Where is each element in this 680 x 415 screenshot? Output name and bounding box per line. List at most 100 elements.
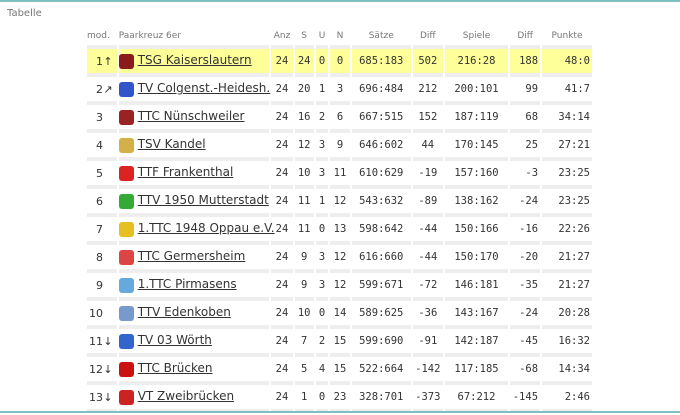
table-row: 10 TTV Edenkoben 24 10 0 14 589:625 -36 143:167-… xyxy=(87,301,592,329)
trend-arrow-icon: ↓ xyxy=(103,334,113,348)
spiele-cell: 157:160 xyxy=(444,161,509,189)
diff2-cell: -35 xyxy=(510,273,541,301)
team-logo-icon xyxy=(118,361,134,377)
punkte-cell: 20:28 xyxy=(542,301,592,329)
team-link[interactable]: TTC Germersheim xyxy=(137,249,246,264)
saetze-cell: 328:701 xyxy=(351,385,411,413)
table-row: 7 1.TTC 1948 Oppau e.V. 24 11 0 13 598:642 -44 1… xyxy=(87,217,592,245)
team-link[interactable]: TTV 1950 Mutterstadt xyxy=(137,193,269,208)
saetze-cell: 667:515 xyxy=(351,105,411,133)
team-cell: VT Zweibrücken xyxy=(118,385,270,413)
s-cell: 20 xyxy=(294,77,314,105)
team-link[interactable]: TTC Nünschweiler xyxy=(137,109,245,124)
u-cell: 1 xyxy=(315,77,329,105)
s-cell: 10 xyxy=(294,161,314,189)
team-logo-icon xyxy=(118,137,134,153)
team-link[interactable]: TSV Kandel xyxy=(137,137,206,152)
s-cell: 11 xyxy=(294,189,314,217)
col-s: S xyxy=(294,27,314,49)
diff1-cell: -19 xyxy=(412,161,443,189)
team-logo-icon xyxy=(118,109,134,125)
col-anz: Anz xyxy=(271,27,293,49)
team-link[interactable]: TTF Frankenthal xyxy=(137,165,234,180)
team-link[interactable]: TTV Edenkoben xyxy=(137,305,231,320)
team-link[interactable]: 1.TTC Pirmasens xyxy=(137,277,237,292)
saetze-cell: 598:642 xyxy=(351,217,411,245)
punkte-cell: 14:34 xyxy=(542,357,592,385)
diff1-cell: 502 xyxy=(412,49,443,77)
rank: 5 xyxy=(96,166,103,180)
diff1-cell: -142 xyxy=(412,357,443,385)
anz-cell: 24 xyxy=(271,245,293,273)
team-logo-icon xyxy=(118,277,134,293)
rank-cell: 1↑ xyxy=(87,49,117,77)
table-row: 12↓ TTC Brücken 24 5 4 15 522:664 -142 117:185 -6… xyxy=(87,357,592,385)
table-row: 5 TTF Frankenthal 24 10 3 11 610:629 -19 157:160… xyxy=(87,161,592,189)
u-cell: 3 xyxy=(315,245,329,273)
rank-cell: 12↓ xyxy=(87,357,117,385)
rank: 6 xyxy=(96,194,103,208)
diff2-cell: -3 xyxy=(510,161,541,189)
punkte-cell: 23:25 xyxy=(542,189,592,217)
spiele-cell: 67:212 xyxy=(444,385,509,413)
table-row: 3 TTC Nünschweiler 24 16 2 6 667:515 152 187:119… xyxy=(87,105,592,133)
n-cell: 6 xyxy=(330,105,350,133)
header-row: mod. Paarkreuz 6er Anz S U N Sätze Diff … xyxy=(87,27,592,49)
spiele-cell: 138:162 xyxy=(444,189,509,217)
team-link[interactable]: VT Zweibrücken xyxy=(137,389,235,404)
diff2-cell: -24 xyxy=(510,301,541,329)
diff1-cell: -44 xyxy=(412,217,443,245)
col-mod: mod. xyxy=(87,27,117,49)
team-link[interactable]: TTC Brücken xyxy=(137,361,213,376)
punkte-cell: 2:46 xyxy=(542,385,592,413)
col-saetze: Sätze xyxy=(351,27,411,49)
rank: 13 xyxy=(89,390,103,404)
s-cell: 11 xyxy=(294,217,314,245)
anz-cell: 24 xyxy=(271,385,293,413)
diff2-cell: -16 xyxy=(510,217,541,245)
rank: 2 xyxy=(96,82,103,96)
col-n: N xyxy=(330,27,350,49)
u-cell: 3 xyxy=(315,133,329,161)
col-u: U xyxy=(315,27,329,49)
team-cell: 1.TTC Pirmasens xyxy=(118,273,270,301)
anz-cell: 24 xyxy=(271,161,293,189)
table-row: 8 TTC Germersheim 24 9 3 12 616:660 -44 150:170-… xyxy=(87,245,592,273)
team-link[interactable]: 1.TTC 1948 Oppau e.V. xyxy=(137,221,275,236)
team-logo-icon xyxy=(118,165,134,181)
n-cell: 12 xyxy=(330,245,350,273)
diff1-cell: -36 xyxy=(412,301,443,329)
team-link[interactable]: TV 03 Wörth xyxy=(137,333,212,348)
s-cell: 9 xyxy=(294,273,314,301)
punkte-cell: 22:26 xyxy=(542,217,592,245)
anz-cell: 24 xyxy=(271,329,293,357)
saetze-cell: 616:660 xyxy=(351,245,411,273)
anz-cell: 24 xyxy=(271,49,293,77)
team-link[interactable]: TV Colgenst.-Heidesh. xyxy=(137,81,271,96)
u-cell: 4 xyxy=(315,357,329,385)
diff1-cell: -91 xyxy=(412,329,443,357)
spiele-cell: 150:166 xyxy=(444,217,509,245)
anz-cell: 24 xyxy=(271,273,293,301)
punkte-cell: 41:7 xyxy=(542,77,592,105)
spiele-cell: 146:181 xyxy=(444,273,509,301)
spiele-cell: 142:187 xyxy=(444,329,509,357)
spiele-cell: 216:28 xyxy=(444,49,509,77)
punkte-cell: 48:0 xyxy=(542,49,592,77)
n-cell: 12 xyxy=(330,189,350,217)
spiele-cell: 143:167 xyxy=(444,301,509,329)
diff1-cell: -373 xyxy=(412,385,443,413)
rank: 1 xyxy=(96,54,103,68)
standings-table: mod. Paarkreuz 6er Anz S U N Sätze Diff … xyxy=(85,27,594,413)
team-logo-icon xyxy=(118,221,134,237)
spiele-cell: 150:170 xyxy=(444,245,509,273)
u-cell: 2 xyxy=(315,105,329,133)
rank: 8 xyxy=(96,250,103,264)
n-cell: 0 xyxy=(330,49,350,77)
anz-cell: 24 xyxy=(271,301,293,329)
s-cell: 1 xyxy=(294,385,314,413)
diff1-cell: 152 xyxy=(412,105,443,133)
u-cell: 0 xyxy=(315,49,329,77)
team-link[interactable]: TSG Kaiserslautern xyxy=(137,53,252,68)
diff2-cell: -68 xyxy=(510,357,541,385)
